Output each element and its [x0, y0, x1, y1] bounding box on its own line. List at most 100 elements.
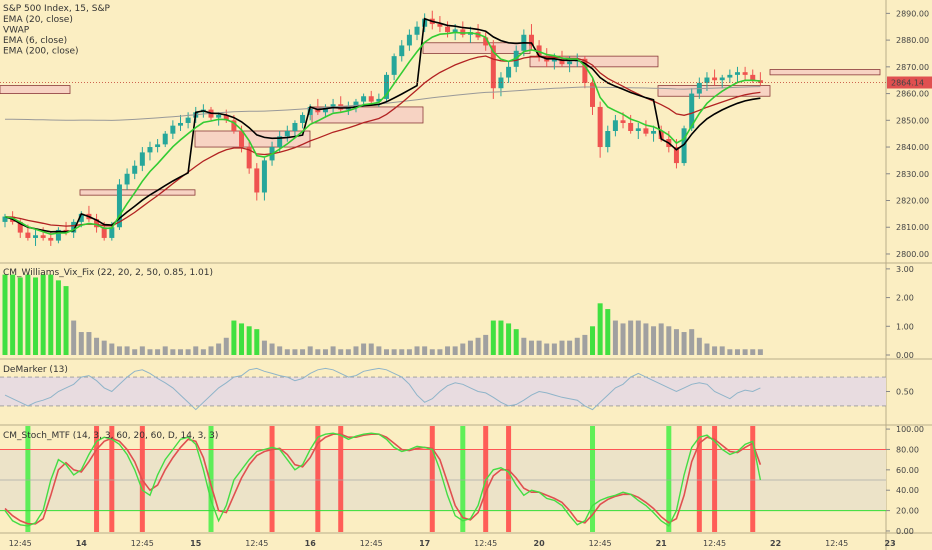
- candle-body: [162, 133, 168, 145]
- vix-fix-bar: [467, 340, 473, 355]
- vix-fix-bar: [361, 343, 367, 355]
- vix-fix-bar: [33, 277, 39, 355]
- candle-body: [391, 56, 397, 75]
- last-price-badge: [887, 76, 932, 89]
- legend-entry: VWAP: [3, 26, 30, 36]
- vix-fix-bar: [48, 274, 54, 355]
- candle-body: [704, 77, 710, 83]
- candle-body: [338, 104, 344, 110]
- vix-fix-bar: [689, 329, 695, 355]
- candle-body: [109, 227, 115, 238]
- candle-body: [254, 168, 260, 193]
- vix-fix-bar: [162, 346, 168, 355]
- candle-body: [55, 229, 61, 241]
- vix-fix-bar: [277, 346, 283, 355]
- candle-body: [307, 106, 313, 115]
- vix-fix-bar: [307, 346, 313, 355]
- time-tick-label: 14: [76, 539, 88, 548]
- demarker-title: DeMarker (13): [3, 365, 68, 375]
- vix-tick-label: 1.00: [896, 322, 914, 331]
- candle-body: [353, 101, 359, 107]
- time-tick-label: 12:45: [9, 539, 32, 548]
- stoch-signal-bar: [506, 426, 512, 532]
- price-tick-label: 2850.00: [896, 116, 929, 125]
- time-tick-label: 22: [770, 539, 781, 548]
- candle-body: [185, 117, 191, 123]
- vix-fix-bar: [261, 340, 267, 355]
- supply-demand-zone: [422, 42, 531, 54]
- candle-body: [223, 114, 229, 121]
- vix-fix-bar: [445, 346, 451, 355]
- candle-body: [536, 45, 542, 57]
- candle-body: [368, 96, 374, 102]
- candle-body: [734, 72, 740, 75]
- candle-body: [48, 237, 54, 241]
- price-tick-label: 2820.00: [896, 197, 929, 206]
- candle-body: [25, 232, 31, 238]
- vix-fix-bar: [10, 274, 16, 355]
- stoch-signal-bar: [25, 426, 31, 532]
- vix-fix-bar: [513, 329, 519, 355]
- supply-demand-zone: [0, 85, 71, 94]
- vix-fix-bar: [322, 349, 328, 355]
- candle-body: [284, 131, 290, 137]
- stoch-d-line: [4, 433, 762, 525]
- vix-fix-bar: [712, 346, 718, 355]
- time-tick-label: 12:45: [589, 539, 612, 548]
- vix-fix-bar: [536, 340, 542, 355]
- stoch-signal-bar: [109, 426, 115, 532]
- candle-body: [261, 160, 267, 193]
- price-tick-label: 2890.00: [896, 9, 929, 18]
- vix-fix-bar: [727, 349, 733, 355]
- candle-body: [170, 125, 176, 134]
- legend-entry: EMA (6, close): [3, 36, 67, 46]
- stoch-signal-bar: [696, 426, 702, 532]
- vix-fix-bar: [330, 346, 336, 355]
- time-tick-label: 23: [885, 539, 896, 548]
- time-tick-label: 12:45: [131, 539, 154, 548]
- candle-body: [406, 34, 412, 46]
- vix-fix-bar: [109, 343, 115, 355]
- candle-body: [330, 104, 336, 107]
- vix-fix-bar: [704, 343, 710, 355]
- candle-body: [590, 82, 596, 107]
- candle-body: [528, 34, 534, 46]
- vix-fix-bar: [40, 274, 46, 355]
- vix-fix-bar: [185, 349, 191, 355]
- vix-fix-bar: [475, 337, 481, 355]
- vix-fix-bar: [666, 326, 672, 355]
- price-tick-label: 2870.00: [896, 63, 929, 72]
- vix-fix-bar: [116, 346, 122, 355]
- vix-fix-bar: [345, 349, 351, 355]
- vix-fix-bar: [673, 329, 679, 355]
- vix-fix-bar: [590, 326, 596, 355]
- vix-fix-bar: [94, 337, 100, 355]
- stoch-signal-bar: [94, 426, 100, 532]
- vix-fix-bar: [269, 343, 275, 355]
- candle-body: [399, 45, 405, 57]
- vix-fix-bar: [315, 349, 321, 355]
- price-tick-label: 2810.00: [896, 223, 929, 232]
- vix-fix-bar: [338, 349, 344, 355]
- vix-fix-bar: [246, 326, 252, 355]
- stoch-title: CM_Stoch_MTF (14, 3, 3, 60, 20, 60, D, 1…: [3, 431, 218, 441]
- vix-fix-bar: [437, 349, 443, 355]
- stoch-signal-bar: [208, 426, 214, 532]
- candle-body: [40, 235, 46, 238]
- candle-body: [361, 96, 367, 102]
- time-tick-label: 21: [656, 539, 668, 548]
- vix-fix-bar: [574, 337, 580, 355]
- vix-fix-bar: [300, 349, 306, 355]
- legend-entry: EMA (20, close): [3, 15, 73, 25]
- candle-body: [17, 221, 23, 233]
- vwap-line: [4, 17, 761, 233]
- time-tick-label: 20: [534, 539, 546, 548]
- vix-fix-bar: [368, 343, 374, 355]
- stoch-tick-label: 100.00: [896, 425, 924, 434]
- stoch-signal-bar: [666, 426, 672, 532]
- price-tick-label: 2800.00: [896, 250, 929, 259]
- candle-body: [292, 122, 298, 131]
- demarker-tick-label: 0.50: [896, 388, 914, 397]
